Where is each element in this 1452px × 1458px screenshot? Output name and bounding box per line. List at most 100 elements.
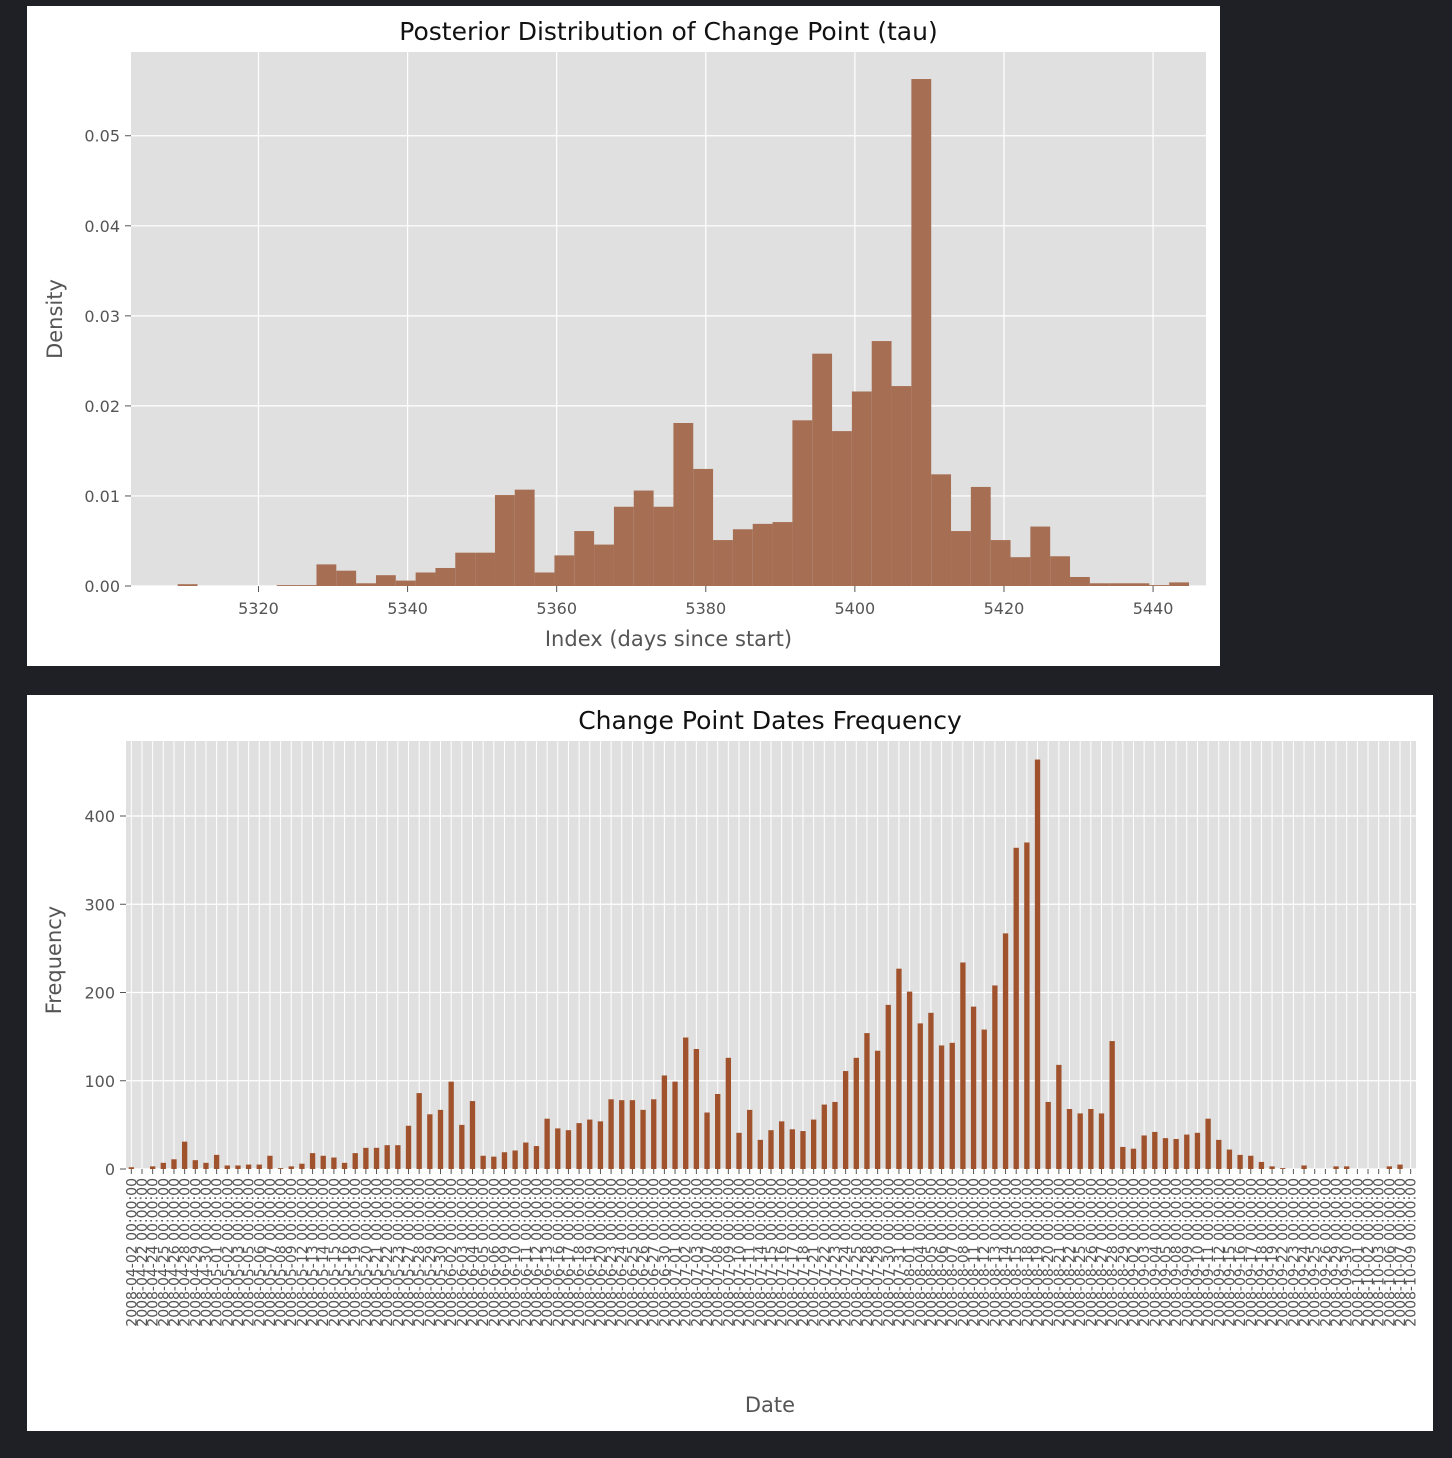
frequency-bar	[181, 1141, 188, 1169]
histogram-bar	[792, 420, 813, 586]
x-tick-label: 2008-09-03 00:00:00	[1137, 1178, 1153, 1327]
frequency-bar	[203, 1162, 209, 1169]
x-axis-label: Date	[745, 1393, 795, 1417]
x-tick-label: 2008-07-11 00:00:00	[743, 1178, 759, 1327]
x-tick-label: 2008-07-07 00:00:00	[700, 1178, 716, 1327]
x-tick-label: 5380	[685, 599, 726, 618]
frequency-bar	[683, 1037, 689, 1169]
x-tick-label: 2008-07-29 00:00:00	[871, 1178, 887, 1327]
x-tick-label: 2008-05-09 00:00:00	[284, 1178, 300, 1327]
x-tick-label: 2008-05-01 00:00:00	[210, 1178, 226, 1327]
x-tick-label: 2008-07-25 00:00:00	[849, 1178, 865, 1327]
frequency-bar	[757, 1139, 764, 1169]
x-tick-label: 2008-09-02 00:00:00	[1126, 1178, 1142, 1327]
histogram-bar	[812, 353, 833, 586]
frequency-bar	[1141, 1135, 1147, 1169]
histogram-bar	[931, 474, 952, 586]
histogram-bar	[613, 506, 634, 586]
frequency-bar	[1248, 1155, 1254, 1169]
x-tick-label: 2008-09-30 00:00:00	[1340, 1178, 1356, 1327]
x-tick-label: 2008-08-22 00:00:00	[1063, 1178, 1079, 1327]
frequency-bar	[1120, 1146, 1126, 1169]
frequency-bar	[704, 1112, 710, 1169]
chart-title: Change Point Dates Frequency	[578, 706, 962, 735]
x-tick-label: 2008-07-21 00:00:00	[807, 1178, 823, 1327]
histogram-bar	[316, 564, 337, 586]
x-tick-label: 2008-07-10 00:00:00	[732, 1178, 748, 1327]
frequency-bar	[565, 1130, 572, 1169]
frequency-bar	[395, 1145, 401, 1169]
frequency-bar	[1344, 1166, 1350, 1169]
y-axis-label: Density	[43, 279, 67, 359]
frequency-bar	[1152, 1131, 1158, 1169]
histogram-bar	[514, 489, 535, 586]
frequency-bar	[245, 1164, 252, 1169]
x-tick-label: 2008-08-08 00:00:00	[956, 1178, 972, 1327]
x-tick-label: 2008-09-16 00:00:00	[1233, 1178, 1249, 1327]
x-tick-label: 2008-04-29 00:00:00	[188, 1178, 204, 1327]
x-tick-label: 2008-07-14 00:00:00	[753, 1178, 769, 1327]
x-tick-label: 5340	[387, 599, 428, 618]
frequency-bar	[864, 1033, 870, 1169]
frequency-bar	[309, 1153, 316, 1169]
x-tick-label: 2008-05-12 00:00:00	[295, 1178, 311, 1327]
x-tick-label: 2008-10-07 00:00:00	[1393, 1178, 1409, 1327]
frequency-bar	[1269, 1166, 1275, 1169]
histogram-bar	[336, 570, 357, 586]
histogram-bar	[732, 529, 753, 586]
histogram-bar	[1089, 583, 1110, 586]
frequency-bar	[949, 1042, 955, 1169]
frequency-bar	[1194, 1132, 1201, 1169]
x-tick-label: 2008-08-06 00:00:00	[935, 1178, 951, 1327]
frequency-bar	[800, 1131, 806, 1169]
frequency-bar	[789, 1129, 795, 1169]
x-tick-label: 2008-05-19 00:00:00	[348, 1178, 364, 1327]
x-tick-label: 2008-06-23 00:00:00	[604, 1178, 620, 1327]
x-tick-label: 2008-09-19 00:00:00	[1265, 1178, 1281, 1327]
frequency-bar	[469, 1101, 476, 1169]
x-tick-label: 2008-08-25 00:00:00	[1073, 1178, 1089, 1327]
y-tick-label: 200	[84, 984, 115, 1003]
frequency-bar	[523, 1142, 529, 1169]
x-tick-label: 2008-05-08 00:00:00	[274, 1178, 290, 1327]
x-tick-label: 2008-10-02 00:00:00	[1361, 1178, 1377, 1327]
x-tick-label: 2008-07-08 00:00:00	[711, 1178, 727, 1327]
frequency-bar	[149, 1166, 156, 1169]
x-tick-label: 2008-05-30 00:00:00	[434, 1178, 450, 1327]
x-tick-label: 2008-10-09 00:00:00	[1404, 1178, 1420, 1327]
x-tick-label: 2008-05-27 00:00:00	[402, 1178, 418, 1327]
x-tick-label: 5400	[835, 599, 876, 618]
x-tick-label: 2008-08-15 00:00:00	[1009, 1178, 1025, 1327]
y-tick-label: 0.04	[84, 217, 120, 236]
histogram-bar	[1070, 576, 1090, 586]
x-tick-label: 2008-06-16 00:00:00	[551, 1178, 567, 1327]
frequency-bar	[896, 968, 902, 1169]
x-tick-label: 2008-05-28 00:00:00	[412, 1178, 428, 1327]
frequency-bar	[1162, 1138, 1169, 1169]
frequency-bar	[256, 1164, 262, 1169]
frequency-bar	[1173, 1138, 1179, 1169]
frequency-bar	[885, 1004, 891, 1169]
histogram-bar	[851, 391, 872, 586]
frequency-bar	[1002, 933, 1009, 1169]
x-tick-label: 2008-09-25 00:00:00	[1308, 1178, 1324, 1327]
frequency-bar	[171, 1159, 177, 1169]
frequency-bar	[384, 1145, 390, 1169]
histogram-bar	[990, 540, 1011, 586]
frequency-bar	[491, 1156, 497, 1169]
x-tick-label: 2008-06-24 00:00:00	[615, 1178, 631, 1327]
x-tick-label: 2008-07-03 00:00:00	[689, 1178, 705, 1327]
x-tick-label: 2008-07-01 00:00:00	[668, 1178, 684, 1327]
histogram-bar	[951, 531, 971, 586]
histogram-bar	[891, 386, 912, 586]
frequency-bar	[288, 1166, 294, 1169]
x-tick-label: 2008-07-31 00:00:00	[892, 1178, 908, 1327]
frequency-bar	[363, 1147, 369, 1169]
frequency-bar	[416, 1093, 422, 1169]
frequency-bar	[640, 1109, 646, 1169]
x-tick-label: 2008-07-24 00:00:00	[839, 1178, 855, 1327]
x-tick-label: 2008-06-25 00:00:00	[625, 1178, 641, 1327]
x-tick-label: 2008-06-17 00:00:00	[561, 1178, 577, 1327]
histogram-bar	[395, 580, 416, 586]
x-tick-label: 2008-05-21 00:00:00	[370, 1178, 386, 1327]
